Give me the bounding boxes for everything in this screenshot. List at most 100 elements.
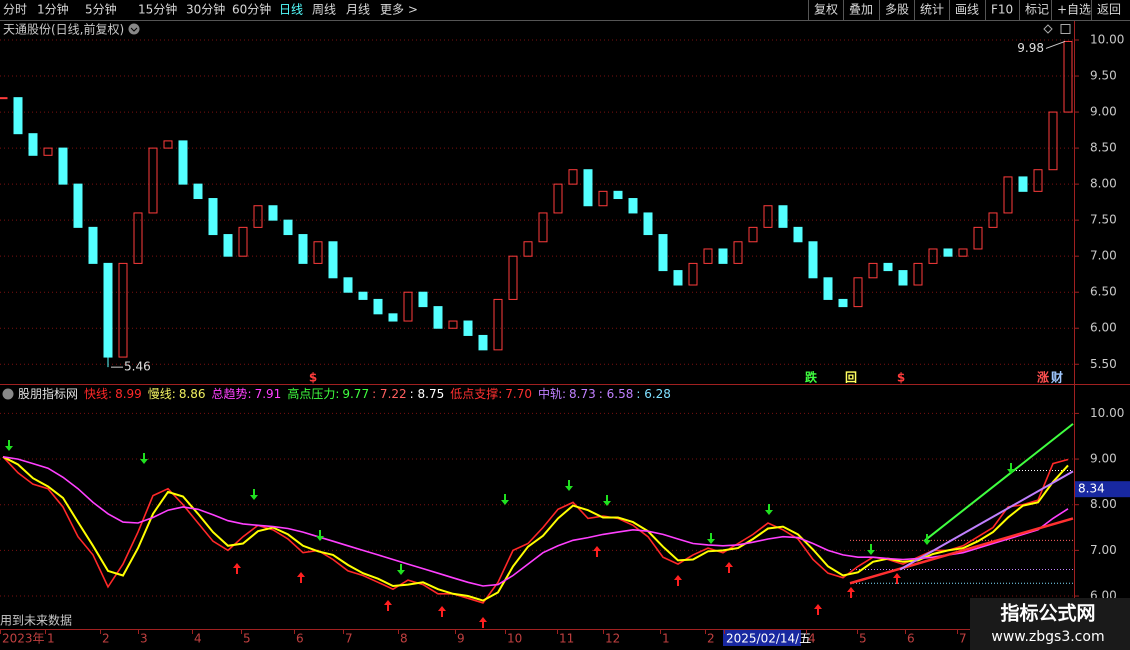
period-tab[interactable]: 日线 (279, 3, 303, 17)
candle (853, 277, 863, 308)
toolbar-button[interactable]: 多股 (885, 3, 909, 17)
diamond-icon[interactable] (1043, 24, 1053, 34)
toolbar-button[interactable]: F10 (991, 3, 1013, 17)
period-tab[interactable]: 60分钟 (232, 2, 271, 17)
middle-line (899, 470, 1074, 571)
period-tab[interactable]: 15分钟 (138, 2, 177, 17)
toolbar-button[interactable]: 统计 (920, 3, 944, 17)
panel-icon[interactable] (1060, 24, 1071, 34)
candle (838, 298, 848, 308)
period-tab[interactable]: 更多 > (380, 3, 418, 17)
y-tick-label: 6.00 (1090, 321, 1117, 335)
candle (403, 291, 413, 322)
period-tab[interactable]: 1分钟 (37, 2, 69, 17)
candle (58, 147, 68, 185)
candle (1003, 176, 1013, 214)
indicator-legend: 股朋指标网 快线: 8.99 慢线: 8.86 总趋势: 7.91 高点压力: 9.77: 7.… (18, 386, 671, 401)
x-tick-label: 7 (345, 632, 353, 646)
candle (193, 183, 203, 200)
buy-arrow (847, 587, 855, 598)
candle (688, 262, 698, 286)
x-tick-label: 2 (707, 632, 715, 646)
event-marker: $ (309, 371, 317, 385)
sell-arrow (501, 494, 509, 505)
toolbar-button[interactable]: 标记 (1025, 3, 1049, 17)
legend-text: 7.91 (255, 387, 282, 401)
y-tick-label: 9.50 (1090, 69, 1117, 83)
candle (313, 241, 323, 264)
legend-text: : 8.75 (410, 387, 445, 401)
y-tick-label: 7.50 (1090, 213, 1117, 227)
candle (133, 212, 143, 264)
sell-arrow (397, 564, 405, 575)
toolbar-button[interactable]: 返回 (1097, 3, 1121, 17)
indicator-menu-icon[interactable] (2, 388, 14, 400)
period-tab[interactable]: 30分钟 (186, 2, 225, 17)
candle (628, 198, 638, 214)
x-tick-label: 12 (605, 632, 620, 646)
x-tick-label: 2 (102, 632, 110, 646)
period-tab[interactable]: 月线 (346, 3, 370, 17)
candle (823, 277, 833, 300)
period-tab[interactable]: 5分钟 (85, 2, 117, 17)
candle (703, 248, 713, 264)
x-tick-label: 2023年 (2, 632, 45, 646)
period-tab[interactable]: 周线 (312, 3, 336, 17)
candle (673, 270, 683, 286)
candle (1048, 111, 1058, 171)
indicator-line (2, 455, 1069, 602)
period-tab[interactable]: 分时 (3, 3, 27, 17)
y-tick-label: 5.50 (1090, 357, 1117, 371)
x-tick-label: 1 (47, 632, 55, 646)
candle (718, 248, 728, 264)
legend-text: : 6.28 (636, 387, 671, 401)
sell-arrow (923, 534, 931, 545)
candle (913, 262, 923, 286)
event-marker: $ (897, 371, 905, 385)
y-tick-label: 10.00 (1090, 406, 1124, 420)
x-tick-label: 4 (194, 632, 202, 646)
legend-text: 中轨: (538, 386, 566, 401)
x-tick-label: 8 (400, 632, 408, 646)
toolbar-button[interactable]: +自选 (1057, 3, 1091, 17)
legend-text: 8.73 (569, 387, 596, 401)
toolbar-button[interactable]: 叠加 (849, 3, 873, 17)
candle (283, 219, 293, 236)
x-tick-label: 7 (959, 632, 967, 646)
cursor-label: 8.34 (1078, 482, 1105, 496)
sell-arrow (140, 453, 148, 464)
x-tick-label: 4 (808, 632, 816, 646)
sell-arrow (603, 495, 611, 506)
y-tick-label: 8.00 (1090, 177, 1117, 191)
event-marker: 涨 (1037, 370, 1049, 385)
candle (928, 248, 938, 264)
date-highlight (723, 630, 801, 646)
candle (778, 205, 788, 228)
legend-text: : 6.58 (599, 387, 634, 401)
candle (358, 291, 368, 300)
buy-arrow (438, 606, 446, 617)
sell-arrow (867, 544, 875, 555)
y-tick-label: 9.00 (1090, 452, 1117, 466)
candle (433, 306, 443, 329)
y-tick-label: 9.00 (1090, 105, 1117, 119)
candle (223, 234, 233, 257)
event-marker: 回 (845, 371, 857, 385)
candle (958, 248, 968, 257)
buy-arrow (297, 572, 305, 583)
cursor-box (1075, 481, 1130, 498)
toolbar-button[interactable]: 复权 (814, 3, 838, 17)
toolbar-button[interactable]: 画线 (955, 3, 979, 17)
legend-text: 快线: (84, 387, 112, 401)
candle (373, 298, 383, 315)
candle (1063, 40, 1073, 113)
y-tick-label: 8.00 (1090, 497, 1117, 511)
candle (478, 334, 488, 351)
buy-arrow (593, 546, 601, 557)
sell-arrow (5, 440, 13, 451)
title-menu-icon[interactable] (128, 23, 140, 35)
candle (898, 270, 908, 286)
candle (643, 212, 653, 236)
candle (763, 205, 773, 228)
candle (28, 133, 38, 156)
